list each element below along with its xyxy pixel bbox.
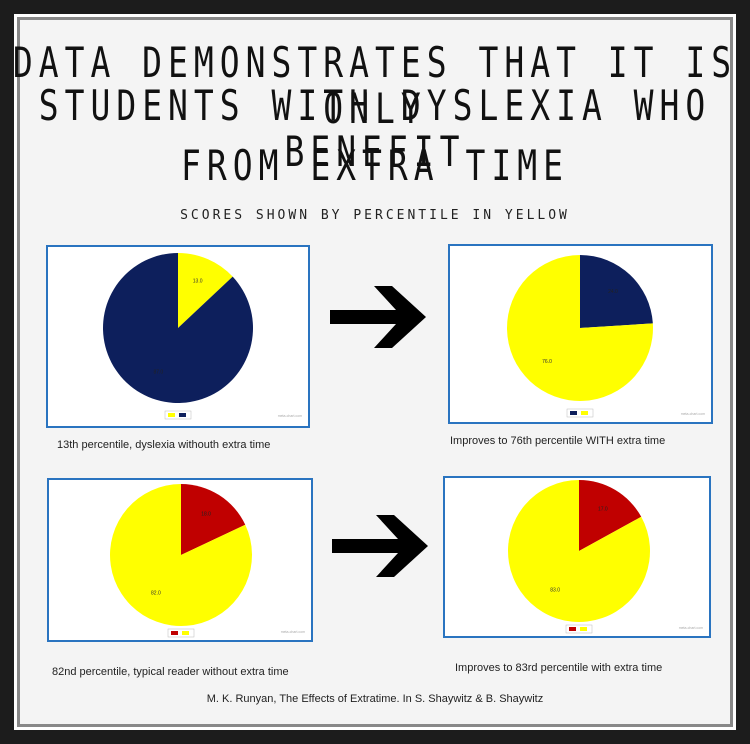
pie-slice-label: 82.0	[151, 591, 161, 597]
pie-chart-dyslexia-no-extra-time: 13.0 87.0 meta-chart.com	[46, 245, 310, 428]
right-arrow-icon	[332, 515, 428, 577]
chart-caption: 13th percentile, dyslexia withouth extra…	[57, 439, 271, 451]
pie-chart-svg: 18.0 82.0	[110, 484, 252, 638]
pie-slice-label: 87.0	[153, 369, 163, 375]
pie-slice	[178, 253, 233, 328]
legend-swatch	[580, 627, 587, 631]
legend-swatch	[168, 413, 175, 417]
legend-swatch	[569, 627, 576, 631]
citation: M. K. Runyan, The Effects of Extratime. …	[206, 693, 544, 705]
pie-slice	[508, 480, 650, 622]
legend-swatch	[581, 411, 588, 415]
pie-slice-label: 24.0	[608, 289, 618, 295]
pie-slice-label: 13.0	[193, 279, 203, 285]
right-arrow-icon	[330, 286, 426, 348]
chart-credit: meta-chart.com	[277, 414, 302, 418]
pie-slice	[110, 484, 252, 626]
headline-line-3: FROM EXTRA TIME	[180, 140, 569, 191]
legend-box	[164, 410, 192, 420]
subtitle: SCORES SHOWN BY PERCENTILE IN YELLOW	[180, 208, 570, 223]
chart-credit: meta-chart.com	[280, 630, 305, 634]
chart-credit: meta-chart.com	[678, 626, 703, 630]
pie-slice	[103, 253, 254, 403]
chart-caption: 82nd percentile, typical reader without …	[52, 666, 289, 678]
pie-slice	[181, 484, 246, 555]
headline-line-2: STUDENTS WITH DYSLEXIA WHO BENEFIT	[38, 80, 712, 177]
chart-credit: meta-chart.com	[680, 412, 705, 416]
pie-slice-label: 17.0	[598, 507, 608, 513]
pie-slice	[507, 255, 653, 401]
chart-caption: Improves to 83rd percentile with extra t…	[455, 662, 663, 674]
pie-slice-label: 76.0	[542, 359, 552, 365]
legend-swatch	[179, 413, 186, 417]
legend-box	[565, 624, 593, 634]
headline-line-1: DATA DEMONSTRATES THAT IT IS ONLY	[12, 37, 738, 134]
pie-chart-svg: 17.0 83.0	[508, 480, 650, 634]
pie-chart-svg: 13.0 87.0	[103, 253, 254, 420]
pie-chart-svg: 24.0 76.0	[507, 255, 653, 418]
legend-box	[167, 628, 195, 638]
legend-swatch	[171, 631, 178, 635]
pie-chart-dyslexia-with-extra-time: 24.0 76.0 meta-chart.com	[448, 244, 713, 424]
legend-swatch	[182, 631, 189, 635]
chart-caption: Improves to 76th percentile WITH extra t…	[450, 435, 666, 447]
legend-swatch	[570, 411, 577, 415]
pie-slice-label: 18.0	[201, 511, 211, 517]
pie-chart-typical-with-extra-time: 17.0 83.0 meta-chart.com	[443, 476, 711, 638]
pie-slice	[580, 255, 653, 328]
pie-slice	[579, 480, 642, 551]
pie-slice-label: 83.0	[550, 587, 560, 593]
pie-chart-typical-no-extra-time: 18.0 82.0 meta-chart.com	[47, 478, 313, 642]
legend-box	[566, 408, 594, 418]
